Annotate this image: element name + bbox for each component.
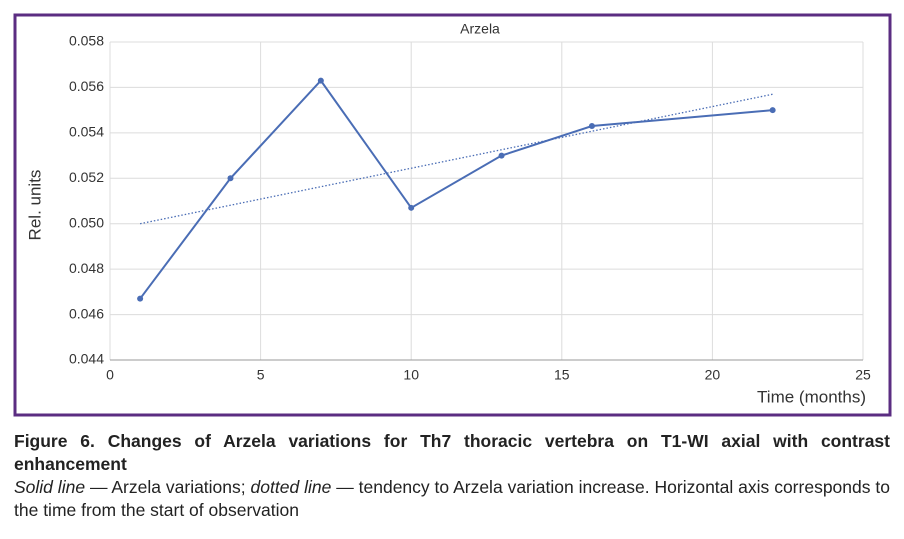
x-tick-label: 25 [855, 367, 871, 383]
chart-title: Arzela [460, 21, 500, 37]
x-tick-label: 5 [257, 367, 265, 383]
data-point [317, 77, 324, 84]
y-tick-label: 0.046 [69, 305, 104, 321]
y-tick-label: 0.052 [69, 169, 104, 185]
x-tick-label: 0 [106, 367, 114, 383]
x-tick-label: 15 [554, 367, 570, 383]
data-point [227, 175, 234, 182]
data-point [769, 107, 776, 114]
data-point [498, 152, 505, 159]
x-tick-label: 20 [705, 367, 721, 383]
data-point [137, 295, 144, 302]
chart: Arzela Rel. units Time (months) 0.044 0.0… [13, 13, 892, 417]
y-tick-label: 0.054 [69, 124, 104, 140]
x-axis-label: Time (months) [757, 387, 866, 406]
caption-segment: dotted line [250, 477, 332, 497]
caption: Figure 6. Changes of Arzela variations f… [14, 430, 890, 522]
frame [13, 13, 892, 417]
data-point [588, 123, 595, 130]
caption-segment: Solid line [14, 477, 86, 497]
x-tick-label: 10 [403, 367, 419, 383]
caption-description: Solid line — Arzela variations; dotted l… [14, 476, 890, 522]
y-axis-label: Rel. units [25, 170, 44, 241]
data-point [408, 204, 415, 211]
y-tick-label: 0.050 [69, 214, 104, 230]
y-tick-label: 0.044 [69, 351, 104, 367]
caption-title: Figure 6. Changes of Arzela variations f… [14, 431, 890, 474]
trend-line [139, 93, 773, 225]
caption-segment: — Arzela variations; [85, 477, 251, 497]
y-tick-label: 0.048 [69, 260, 104, 276]
y-tick-label: 0.056 [69, 78, 104, 94]
caption-segment: — tendency to Arzela variation increase.… [14, 477, 890, 520]
data-line [139, 79, 773, 300]
y-tick-label: 0.058 [69, 33, 104, 49]
